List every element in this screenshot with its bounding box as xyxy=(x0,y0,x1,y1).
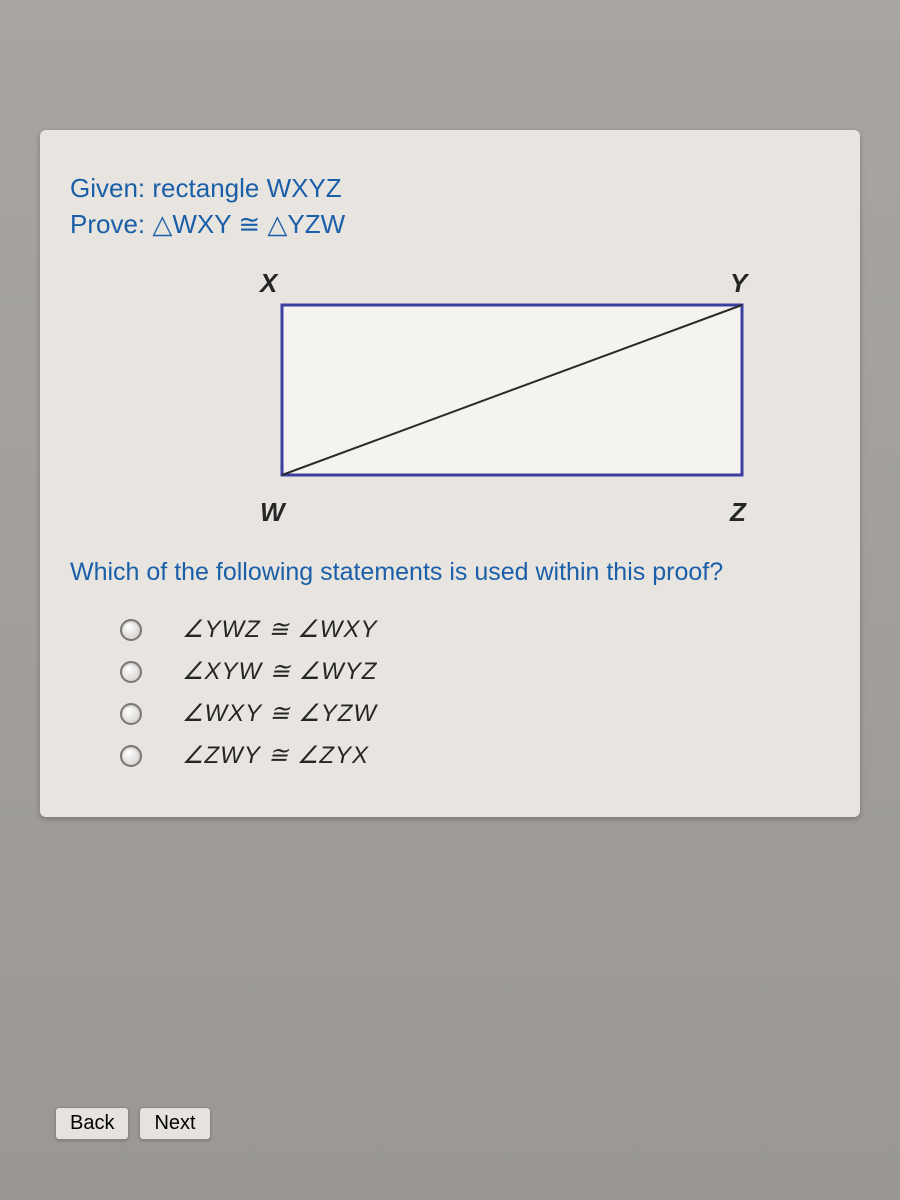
option-text: ∠XYW ≅ ∠WYZ xyxy=(182,657,377,686)
question-text: Which of the following statements is use… xyxy=(70,558,830,587)
vertex-label-z: Z xyxy=(730,497,746,528)
option-radio[interactable] xyxy=(120,745,142,767)
given-text: rectangle WXYZ xyxy=(152,173,341,203)
question-panel: Given: rectangle WXYZ Prove: △WXY ≅ △YZW… xyxy=(40,130,860,817)
options-group: ∠YWZ ≅ ∠WXY ∠XYW ≅ ∠WYZ ∠WXY ≅ ∠YZW ∠ZWY ≅ … xyxy=(120,609,830,777)
given-prove-block: Given: rectangle WXYZ Prove: △WXY ≅ △YZW xyxy=(70,170,830,243)
prove-line: Prove: △WXY ≅ △YZW xyxy=(70,206,830,242)
vertex-label-x: X xyxy=(260,268,277,299)
option-row: ∠XYW ≅ ∠WYZ xyxy=(120,651,830,693)
prove-label: Prove: xyxy=(70,209,145,239)
option-radio[interactable] xyxy=(120,661,142,683)
prove-text: △WXY ≅ △YZW xyxy=(152,209,345,239)
option-text: ∠WXY ≅ ∠YZW xyxy=(182,699,377,728)
option-text: ∠ZWY ≅ ∠ZYX xyxy=(182,741,369,770)
option-row: ∠ZWY ≅ ∠ZYX xyxy=(120,735,830,777)
given-label: Given: xyxy=(70,173,145,203)
option-row: ∠WXY ≅ ∠YZW xyxy=(120,693,830,735)
next-button[interactable]: Next xyxy=(139,1107,210,1140)
nav-buttons: Back Next xyxy=(55,1107,211,1140)
vertex-label-y: Y xyxy=(730,268,747,299)
diagram-figure: X Y W Z xyxy=(190,268,810,528)
given-line: Given: rectangle WXYZ xyxy=(70,170,830,206)
option-row: ∠YWZ ≅ ∠WXY xyxy=(120,609,830,651)
rectangle-diagram-svg xyxy=(280,303,750,483)
option-radio[interactable] xyxy=(120,703,142,725)
vertex-label-w: W xyxy=(260,497,285,528)
option-text: ∠YWZ ≅ ∠WXY xyxy=(182,615,377,644)
back-button[interactable]: Back xyxy=(55,1107,129,1140)
option-radio[interactable] xyxy=(120,619,142,641)
